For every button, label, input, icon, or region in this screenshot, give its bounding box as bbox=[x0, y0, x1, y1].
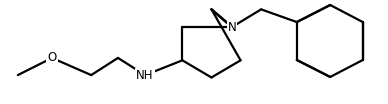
Text: N: N bbox=[228, 21, 236, 33]
Text: O: O bbox=[47, 51, 57, 64]
Text: NH: NH bbox=[136, 69, 154, 82]
